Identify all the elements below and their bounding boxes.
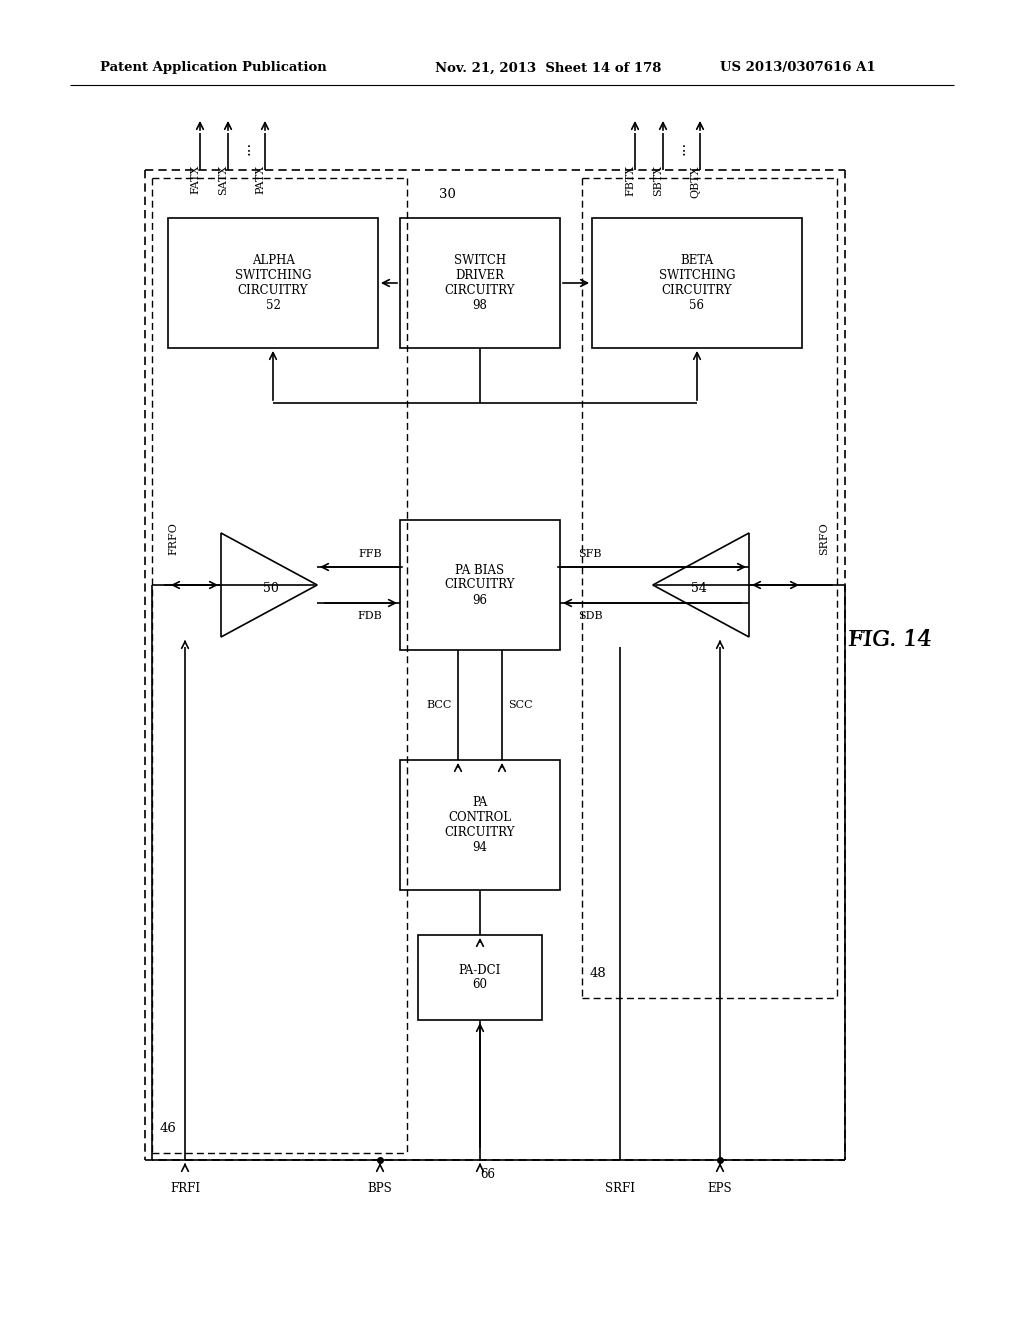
- Text: Patent Application Publication: Patent Application Publication: [100, 62, 327, 74]
- Text: PATX: PATX: [255, 165, 265, 194]
- Text: FBTX: FBTX: [625, 165, 635, 197]
- Text: BPS: BPS: [368, 1181, 392, 1195]
- Text: BCC: BCC: [427, 700, 452, 710]
- Bar: [400, 760, 560, 890]
- Text: ...: ...: [239, 141, 253, 156]
- Bar: [418, 935, 542, 1020]
- Text: SFB: SFB: [578, 549, 601, 558]
- Text: SATX: SATX: [218, 165, 228, 195]
- Text: ALPHA
SWITCHING
CIRCUITRY
52: ALPHA SWITCHING CIRCUITRY 52: [234, 253, 311, 312]
- Text: SWITCH
DRIVER
CIRCUITRY
98: SWITCH DRIVER CIRCUITRY 98: [444, 253, 515, 312]
- Text: 30: 30: [439, 187, 456, 201]
- Text: 46: 46: [160, 1122, 177, 1135]
- Text: ...: ...: [674, 141, 688, 156]
- Text: SBTX: SBTX: [653, 165, 663, 195]
- Text: FATX: FATX: [190, 165, 200, 194]
- Text: PA-DCI
60: PA-DCI 60: [459, 964, 501, 991]
- Text: SRFO: SRFO: [819, 523, 829, 554]
- Text: FIG. 14: FIG. 14: [848, 630, 932, 651]
- Bar: [168, 218, 378, 348]
- Text: 50: 50: [263, 582, 279, 595]
- Text: FFB: FFB: [358, 549, 382, 558]
- Text: 54: 54: [691, 582, 707, 595]
- Bar: [592, 218, 802, 348]
- Text: Nov. 21, 2013  Sheet 14 of 178: Nov. 21, 2013 Sheet 14 of 178: [435, 62, 662, 74]
- Text: FRFO: FRFO: [168, 523, 178, 554]
- Text: SDB: SDB: [578, 611, 603, 620]
- Text: 66: 66: [480, 1168, 495, 1181]
- Bar: [400, 520, 560, 649]
- Bar: [400, 218, 560, 348]
- Text: FRFI: FRFI: [170, 1181, 200, 1195]
- Text: SRFI: SRFI: [605, 1181, 635, 1195]
- Text: FIG. 14: FIG. 14: [848, 630, 932, 651]
- Text: PA BIAS
CIRCUITRY
96: PA BIAS CIRCUITRY 96: [444, 564, 515, 606]
- Text: SCC: SCC: [508, 700, 532, 710]
- Text: PA
CONTROL
CIRCUITRY
94: PA CONTROL CIRCUITRY 94: [444, 796, 515, 854]
- Text: 48: 48: [590, 968, 607, 979]
- Text: EPS: EPS: [708, 1181, 732, 1195]
- Text: BETA
SWITCHING
CIRCUITRY
56: BETA SWITCHING CIRCUITRY 56: [658, 253, 735, 312]
- Text: US 2013/0307616 A1: US 2013/0307616 A1: [720, 62, 876, 74]
- Text: QBTX: QBTX: [690, 165, 700, 198]
- Text: FDB: FDB: [357, 611, 382, 620]
